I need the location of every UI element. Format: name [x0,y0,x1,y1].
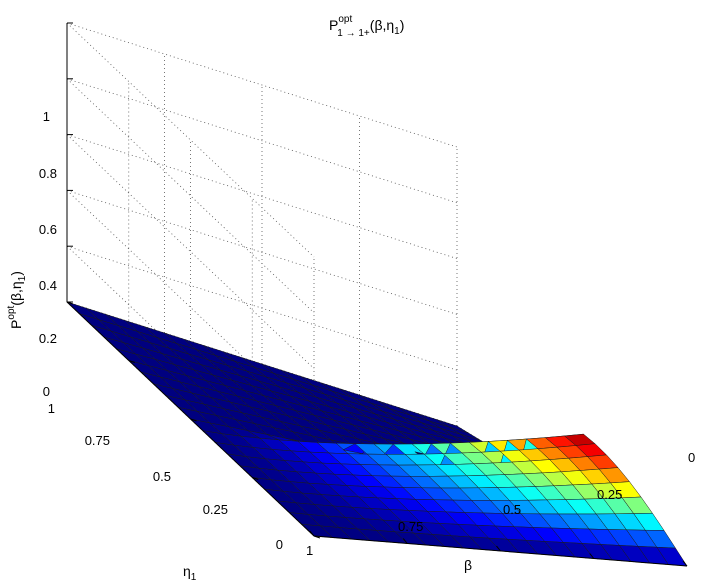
title-sub: 1 → 1+ [337,28,370,39]
grid-line [66,22,315,258]
eta-tick-mark [252,477,259,480]
beta-tick-label: 0.75 [398,519,423,534]
z-label-sup: opt [6,305,17,319]
title-args: (β,η [370,17,394,33]
beta-tick-label: 1 [306,543,313,558]
beta-tick-mark [682,560,688,567]
axes [66,22,688,567]
z-tick-label: 0.6 [39,222,57,237]
grid-line [66,190,315,425]
surface-plot [66,301,688,567]
eta-tick-mark [190,418,197,422]
title-args-end: ) [400,17,405,33]
beta-tick-labels: 1 0.75 0.5 0.25 0 [306,450,695,558]
z-tick-label: 0.4 [39,278,57,293]
eta-tick-label: 0.5 [153,469,171,484]
eta-tick-label: 0.25 [203,502,228,517]
title-sup: opt [338,14,352,25]
grid-line [66,245,315,481]
chart-title: Popt 1 → 1+(β,η1) [329,14,404,39]
grid-line [66,78,458,204]
beta-tick-label: 0 [688,450,695,465]
z-label-args-sub: 1 [17,275,28,281]
z-tick-labels: 0 0.2 0.4 0.6 0.8 1 [39,109,57,399]
beta-tick-mark [402,538,408,544]
z-label-args: (β,η [8,281,24,305]
grid-line [66,78,315,314]
grid-line [66,22,458,148]
beta-tick-mark [589,553,595,559]
eta-tick-mark [128,360,135,363]
eta-label-main: η [183,563,191,579]
beta-axis-label: β [464,557,472,573]
beta-tick-label: 0.25 [597,487,622,502]
eta-tick-labels: 1 0.75 0.5 0.25 0 [48,401,283,552]
beta-tick-mark [496,545,501,552]
eta-tick-mark [66,301,74,305]
grid-line [66,190,458,315]
z-tick-label: 0.2 [39,331,57,346]
z-tick-label: 1 [43,109,50,124]
title-args-sub: 1 [394,26,400,37]
eta-tick-label: 0 [276,537,283,552]
eta-axis-label: η1 [183,563,197,583]
title-main: P [329,17,338,33]
eta-tick-label: 0.75 [85,433,110,448]
grid-line [66,245,458,371]
z-label-main: P [8,320,24,329]
eta-tick-label: 1 [48,401,55,416]
beta-tick-label: 0.5 [503,502,521,517]
grid-line [66,134,458,259]
z-axis-label: Popt(β,η1) [6,271,28,329]
beta-tick-mark [309,530,315,537]
eta-label-sub: 1 [191,572,197,583]
z-tick-label: 0.8 [39,166,57,181]
z-tick-label: 0 [43,384,50,399]
grid-line [66,134,315,369]
z-label-args-end: ) [8,271,24,276]
